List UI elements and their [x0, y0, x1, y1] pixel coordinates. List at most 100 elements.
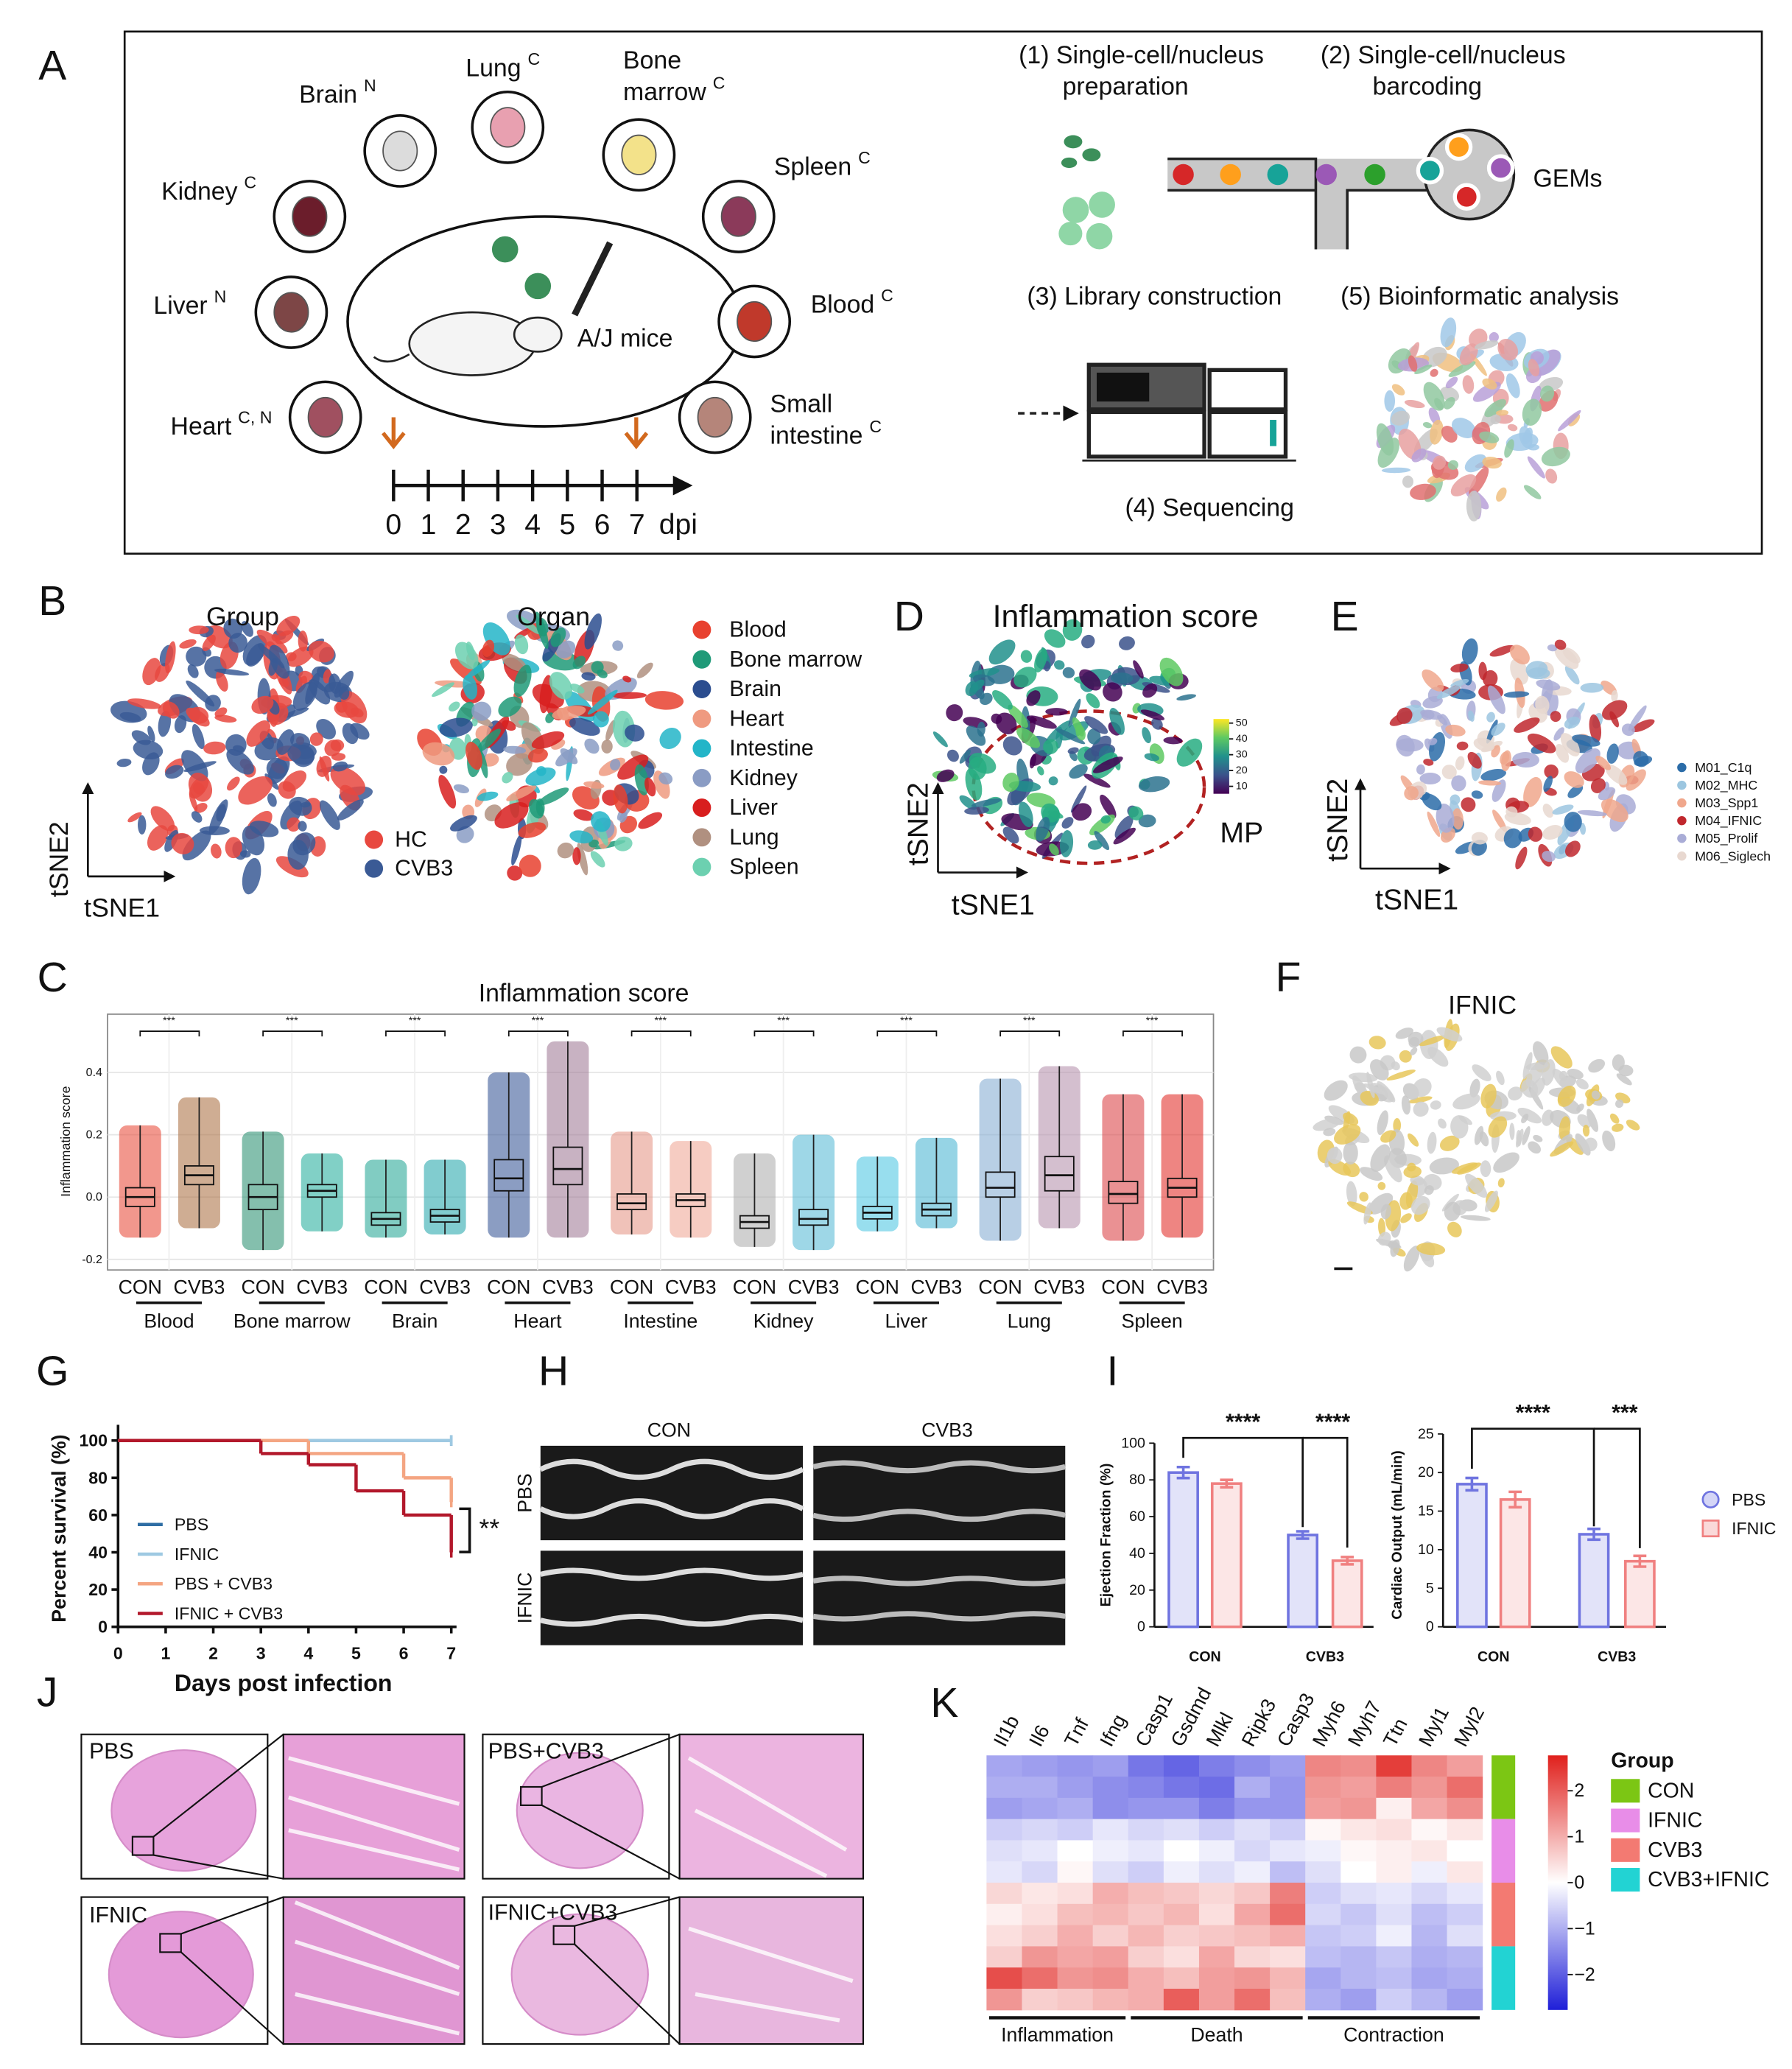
cell-cluster [1068, 698, 1081, 728]
heatmap-cell [1198, 1967, 1235, 1989]
cell-cluster [1411, 448, 1427, 463]
cell-cluster [1055, 728, 1086, 745]
x-tick-label: CON [241, 1276, 284, 1298]
timeline-label: 7 [629, 509, 645, 541]
mouse-body [408, 311, 537, 376]
cell-cluster [612, 640, 624, 651]
heatmap-cell [1270, 1925, 1306, 1947]
group-annotation [1491, 1755, 1516, 1819]
cell-cluster [1054, 660, 1065, 670]
cell-cluster [1408, 1133, 1419, 1147]
cell-cluster [171, 832, 194, 854]
x-tick-label: CON [1477, 1649, 1510, 1665]
category-label: Blood [144, 1310, 194, 1332]
cell-cluster [1451, 418, 1476, 439]
cell-cluster [1002, 826, 1019, 844]
cell-cluster [1588, 1058, 1606, 1073]
cell-cluster [1545, 468, 1558, 484]
panel-label: H [538, 1347, 569, 1394]
category-label: Lung [1008, 1310, 1051, 1332]
organ-label: Liver [153, 292, 207, 320]
cell-cluster [1631, 719, 1655, 733]
cell-cluster [1062, 619, 1083, 641]
heatmap-cell [1341, 1883, 1377, 1905]
cell-cluster [1542, 851, 1556, 863]
cell-cluster [1559, 1116, 1571, 1141]
cell-cluster [1554, 639, 1567, 650]
cell-cluster [1045, 708, 1068, 716]
panel-label: E [1331, 593, 1359, 640]
heatmap-cell [1198, 1989, 1235, 2011]
cell-cluster [1430, 1100, 1441, 1110]
heatmap-cell [1198, 1883, 1235, 1905]
panel-label: J [37, 1669, 58, 1716]
cell-cluster [1144, 753, 1159, 762]
cell-cluster [1489, 331, 1499, 343]
y-tick-label: 20 [88, 1580, 108, 1599]
heatmap-cell [1092, 1755, 1129, 1777]
cell-cluster [1462, 375, 1475, 394]
heatmap-cell [1411, 1925, 1448, 1947]
heatmap-cell [1234, 1925, 1271, 1947]
cell-cluster [584, 738, 600, 754]
heatmap-cell [1163, 1989, 1200, 2011]
legend-label: IFNIC [175, 1545, 219, 1564]
cell-cluster [138, 815, 147, 835]
gems [1416, 133, 1515, 211]
cell-cluster [338, 686, 350, 700]
heatmap-cell [1376, 1819, 1413, 1841]
heatmap-cell [1234, 1840, 1271, 1862]
heatmap-cell [1057, 1967, 1094, 1989]
cell-cluster [1626, 1120, 1640, 1131]
cell-cluster [142, 658, 161, 686]
cell-cluster [1404, 786, 1419, 801]
cell-cluster [330, 766, 366, 795]
heatmap-cell [1163, 1883, 1200, 1905]
cell-cluster [1408, 1096, 1433, 1104]
error-bar [1176, 1465, 1190, 1480]
y-tick-label: 0 [98, 1617, 108, 1637]
cell-cluster [1515, 1128, 1524, 1148]
cell-cluster [242, 857, 261, 895]
cell-cluster [1133, 660, 1144, 679]
cell-cluster [226, 748, 254, 775]
cell-cluster [557, 842, 575, 859]
cell-cluster [287, 744, 315, 765]
sig-label: *** [1612, 1401, 1638, 1425]
heatmap-cell [986, 1861, 1023, 1883]
box [616, 1193, 647, 1211]
cell-cluster [1503, 691, 1530, 698]
panel-label: D [894, 593, 924, 640]
sig-label: **** [1226, 1410, 1260, 1434]
cell-cluster [968, 756, 987, 780]
cell-cluster [266, 757, 288, 779]
step-label: preparation [1063, 73, 1189, 101]
cell-cluster [1142, 727, 1152, 744]
x-tick-label: CVB3 [419, 1276, 471, 1298]
heatmap-cell [1022, 1989, 1058, 2011]
cell-cluster [1444, 1201, 1461, 1221]
cell-cluster [1547, 644, 1558, 652]
heatmap-cell [1376, 1840, 1413, 1862]
y-tick-label: 100 [1121, 1435, 1145, 1451]
histology-images [80, 1733, 865, 2045]
heatmap-cell [1341, 1903, 1377, 1926]
cell-cluster [216, 671, 228, 692]
cell-cluster [1060, 830, 1074, 857]
cell-cluster [267, 793, 277, 807]
cell-cluster [980, 692, 993, 706]
cell-cluster [1533, 1134, 1543, 1142]
plot-title: Inflammation score [993, 599, 1259, 634]
heatmap-cell [1198, 1777, 1235, 1799]
column-group-label: Contraction [1343, 2024, 1444, 2046]
heatmap-cell [1057, 1925, 1094, 1947]
heatmap-cell [1411, 1819, 1448, 1841]
box [798, 1209, 829, 1226]
y-tick-label: 0.2 [86, 1128, 102, 1142]
sig-bracket [385, 1030, 446, 1037]
cell-cluster [1140, 709, 1165, 720]
cell-cluster [506, 753, 533, 776]
cell-cluster [1564, 812, 1582, 832]
cell-cluster [1582, 1125, 1590, 1137]
cell-cluster [605, 720, 616, 741]
